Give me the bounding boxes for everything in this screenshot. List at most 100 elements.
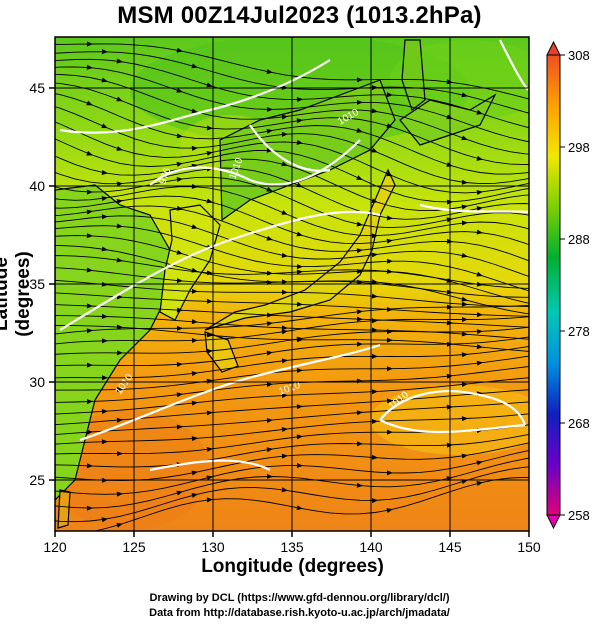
wind-arrowhead xyxy=(476,360,483,366)
wind-arrowhead xyxy=(296,118,303,124)
wind-arrowhead xyxy=(356,279,363,285)
y-tick-label: 30 xyxy=(29,374,45,390)
wind-arrowhead xyxy=(266,106,273,112)
wind-arrowhead xyxy=(86,64,93,70)
wind-arrowhead xyxy=(296,368,303,374)
wind-arrowhead xyxy=(86,209,93,215)
wind-arrowhead xyxy=(296,404,303,410)
wind-arrowhead xyxy=(191,288,198,294)
wind-arrowhead xyxy=(206,125,213,131)
wind-arrowhead xyxy=(371,293,378,299)
wind-arrowhead xyxy=(176,424,183,430)
colorbar-ticks: 308 298 288 278 268 258 xyxy=(560,48,590,523)
wind-arrowhead xyxy=(176,133,183,139)
wind-arrowhead xyxy=(117,451,123,457)
wind-arrowhead xyxy=(281,289,288,295)
wind-arrowhead xyxy=(371,108,378,114)
wind-arrowhead xyxy=(281,329,288,335)
wind-arrowhead xyxy=(461,453,468,459)
wind-arrowhead xyxy=(101,49,108,55)
x-tick-label: 120 xyxy=(43,539,67,555)
wind-arrowhead xyxy=(266,69,273,75)
chart-title: MSM 00Z14Jul2023 (1013.2hPa) xyxy=(117,2,482,29)
wind-arrowhead xyxy=(356,316,363,322)
wind-arrowhead xyxy=(266,128,273,134)
colorbar-tick-label: 308 xyxy=(568,48,590,63)
credit-data: Data from http://database.rish.kyoto-u.a… xyxy=(149,607,450,619)
wind-arrowhead xyxy=(386,238,393,244)
wind-arrowhead xyxy=(191,493,198,498)
wind-arrowhead xyxy=(206,198,213,204)
wind-arrowhead xyxy=(191,108,198,114)
colorbar-top-arrow xyxy=(546,40,561,56)
wind-arrowhead xyxy=(296,301,303,307)
x-tick-label: 150 xyxy=(517,539,541,555)
wind-arrowhead xyxy=(476,109,483,115)
colorbar-tick-label: 278 xyxy=(568,324,590,339)
y-tick-label: 40 xyxy=(29,178,45,194)
wind-arrowhead xyxy=(356,221,363,227)
wind-arrowhead xyxy=(476,206,483,212)
wind-arrowhead xyxy=(386,366,393,372)
wind-arrowhead xyxy=(476,312,483,318)
wind-arrowhead xyxy=(191,338,198,344)
wind-arrowhead xyxy=(101,170,108,175)
wind-arrowhead xyxy=(356,309,363,315)
wind-arrowhead xyxy=(281,358,288,364)
wind-arrowhead xyxy=(191,400,198,406)
wind-arrowhead xyxy=(461,331,468,337)
wind-arrowhead xyxy=(356,175,363,180)
colorbar-tick-label: 298 xyxy=(568,140,590,155)
wind-arrowhead xyxy=(296,264,303,270)
wind-arrowhead xyxy=(386,508,393,514)
wind-arrowhead xyxy=(116,324,123,330)
wind-arrowhead xyxy=(281,161,288,167)
colorbar: 308 298 288 278 268 258 xyxy=(546,40,590,530)
wind-arrowhead xyxy=(101,439,108,445)
wind-arrowhead xyxy=(116,523,123,528)
wind-arrowhead xyxy=(266,350,273,356)
wind-arrowhead xyxy=(191,145,198,151)
wind-arrowhead xyxy=(176,161,183,167)
wind-arrowhead xyxy=(461,135,468,141)
wind-arrowhead xyxy=(101,77,108,83)
wind-arrowhead xyxy=(191,371,198,377)
wind-arrowhead xyxy=(281,131,288,137)
x-tick-label: 145 xyxy=(438,539,462,555)
colorbar-tick-label: 258 xyxy=(568,508,590,523)
wind-arrowhead xyxy=(116,491,123,497)
wind-arrowhead xyxy=(296,505,303,511)
wind-arrowhead xyxy=(116,146,123,151)
wind-arrowhead xyxy=(356,127,363,133)
wind-arrowhead xyxy=(386,258,393,264)
wind-arrowhead xyxy=(296,139,303,145)
wind-arrowhead xyxy=(266,447,273,453)
wind-arrowhead xyxy=(386,268,393,274)
y-tick-label: 25 xyxy=(29,472,45,488)
wind-arrowhead xyxy=(461,296,468,302)
wind-arrowhead xyxy=(86,362,93,368)
wind-arrowhead xyxy=(296,231,303,237)
wind-arrowhead xyxy=(371,198,378,204)
wind-arrowhead xyxy=(101,196,108,202)
colorbar-bottom-arrow xyxy=(546,514,561,530)
wind-arrowhead xyxy=(86,100,93,106)
wind-arrowhead xyxy=(101,214,108,220)
wind-arrowhead xyxy=(371,419,378,425)
wind-arrowhead xyxy=(296,269,303,275)
wind-arrowhead xyxy=(281,114,288,120)
wind-arrowhead xyxy=(86,303,93,309)
wind-arrowhead xyxy=(266,417,273,423)
wind-arrowhead xyxy=(371,454,378,460)
wind-arrowhead xyxy=(386,171,393,177)
wind-arrowhead xyxy=(281,252,288,258)
wind-arrowhead xyxy=(371,252,378,258)
wind-arrowhead xyxy=(206,82,213,88)
wind-arrowhead xyxy=(296,434,303,440)
wind-arrowhead xyxy=(371,353,378,359)
wind-arrowhead xyxy=(461,382,468,387)
wind-arrowhead xyxy=(356,410,363,416)
axis-ticks: 120 125 130 135 140 145 150 25 30 35 40 45 xyxy=(29,80,540,555)
wind-arrowhead xyxy=(86,328,93,334)
y-tick-label: 45 xyxy=(29,80,45,96)
